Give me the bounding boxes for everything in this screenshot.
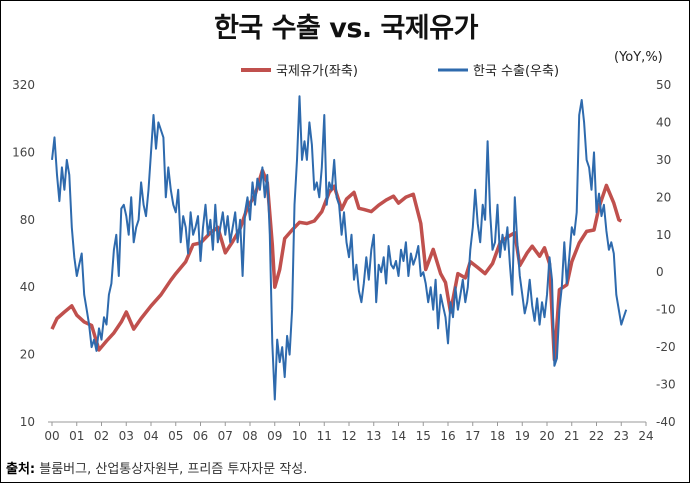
left-tick-label: 80 xyxy=(20,213,35,227)
legend-exports-label: 한국 수출(우축) xyxy=(473,64,559,79)
x-tick-label: 03 xyxy=(119,429,134,443)
x-tick-label: 22 xyxy=(589,429,604,443)
chart-title: 한국 수출 vs. 국제유가 xyxy=(214,13,478,44)
x-tick-label: 23 xyxy=(614,429,629,443)
right-tick-label: 30 xyxy=(656,153,671,167)
right-tick-label: -40 xyxy=(656,415,676,429)
left-tick-label: 160 xyxy=(12,145,35,159)
left-tick-label: 40 xyxy=(20,280,35,294)
right-axis-ticks: -40 -30 -20 -10 0 10 20 30 40 50 xyxy=(656,78,676,429)
x-axis-ticks: 00 01 02 03 04 05 06 07 08 09 10 11 12 13 14 15 16 17 18 19… xyxy=(44,422,654,443)
x-tick-label: 11 xyxy=(317,429,332,443)
source-note: 출처: 블룸버그, 산업통상자원부, 프리즘 투자자문 작성. xyxy=(6,458,307,477)
x-tick-label: 02 xyxy=(94,429,109,443)
right-tick-label: 40 xyxy=(656,115,671,129)
source-text: 블룸버그, 산업통상자원부, 프리즘 투자자문 작성. xyxy=(39,462,308,477)
left-axis-ticks: 10 20 40 80 160 320 xyxy=(12,78,35,429)
legend: 국제유가(좌축) 한국 수출(우축) xyxy=(241,64,559,79)
source-label: 출처: xyxy=(6,462,36,477)
x-tick-label: 09 xyxy=(267,429,282,443)
x-tick-label: 05 xyxy=(168,429,183,443)
x-tick-label: 18 xyxy=(490,429,505,443)
x-tick-label: 10 xyxy=(292,429,307,443)
x-tick-label: 21 xyxy=(564,429,579,443)
right-tick-label: -10 xyxy=(656,303,676,317)
x-tick-label: 01 xyxy=(69,429,84,443)
x-tick-label: 15 xyxy=(416,429,431,443)
right-tick-label: 20 xyxy=(656,190,671,204)
left-tick-label: 320 xyxy=(12,78,35,92)
right-tick-label: 50 xyxy=(656,78,671,92)
exports-series xyxy=(51,95,628,401)
right-tick-label: -30 xyxy=(656,378,676,392)
right-tick-label: -20 xyxy=(656,340,676,354)
legend-oil-label: 국제유가(좌축) xyxy=(276,64,358,79)
x-tick-label: 14 xyxy=(391,429,406,443)
x-tick-label: 06 xyxy=(193,429,208,443)
right-tick-label: 10 xyxy=(656,228,671,242)
x-tick-label: 07 xyxy=(218,429,233,443)
x-tick-label: 08 xyxy=(242,429,257,443)
left-tick-label: 10 xyxy=(20,415,35,429)
x-tick-label: 19 xyxy=(515,429,530,443)
right-tick-label: 0 xyxy=(656,265,664,279)
x-tick-label: 17 xyxy=(465,429,480,443)
x-tick-label: 16 xyxy=(440,429,455,443)
x-tick-label: 04 xyxy=(143,429,158,443)
x-tick-label: 13 xyxy=(366,429,381,443)
oil-price-series xyxy=(50,168,623,362)
right-axis-unit: (YoY,%) xyxy=(614,50,663,65)
left-tick-label: 20 xyxy=(20,348,35,362)
x-tick-label: 00 xyxy=(44,429,59,443)
x-tick-label: 20 xyxy=(539,429,554,443)
x-tick-label: 24 xyxy=(638,429,653,443)
x-tick-label: 12 xyxy=(341,429,356,443)
